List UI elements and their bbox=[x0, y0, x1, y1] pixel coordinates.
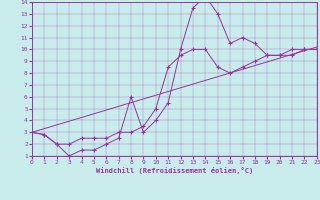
X-axis label: Windchill (Refroidissement éolien,°C): Windchill (Refroidissement éolien,°C) bbox=[96, 167, 253, 174]
